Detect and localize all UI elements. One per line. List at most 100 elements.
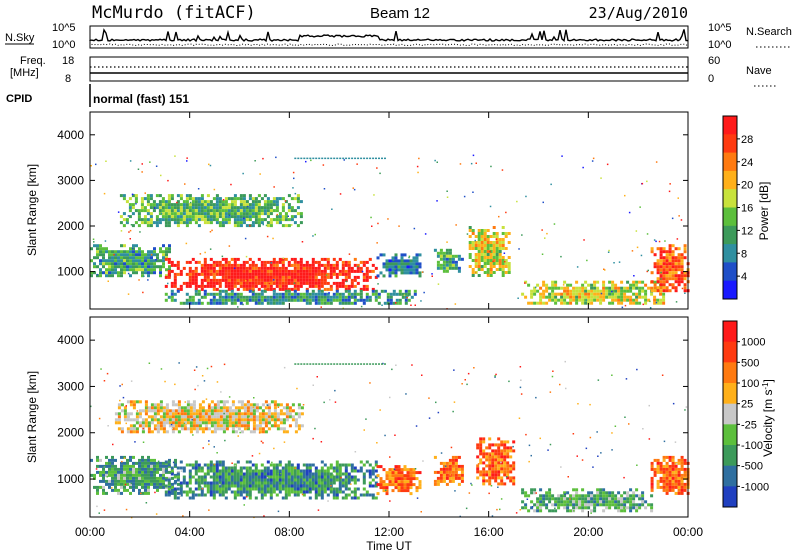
- velocity-cell: [233, 472, 237, 476]
- power-cell: [320, 284, 324, 288]
- power-cell: [230, 209, 234, 213]
- velocity-cell: [263, 475, 267, 479]
- power-cell: [230, 275, 234, 279]
- power-cell: [272, 292, 276, 296]
- velocity-cell: [314, 490, 318, 494]
- velocity-cell: [291, 415, 295, 419]
- velocity-noise-point: [164, 380, 166, 383]
- velocity-cell: [255, 418, 259, 422]
- velocity-cell: [578, 503, 582, 507]
- velocity-cell: [503, 446, 507, 450]
- power-cell: [281, 287, 285, 291]
- power-cell: [266, 298, 270, 302]
- power-cell: [329, 295, 333, 299]
- power-cell: [278, 295, 282, 299]
- velocity-cell: [191, 496, 195, 500]
- velocity-cell: [632, 506, 636, 510]
- power-cell: [480, 256, 484, 259]
- power-cell: [659, 298, 663, 302]
- velocity-cell: [132, 406, 136, 410]
- power-noise-point: [660, 278, 662, 280]
- velocity-cell: [272, 487, 276, 491]
- velocity-cell: [201, 421, 205, 425]
- velocity-cell: [320, 487, 324, 491]
- velocity-cell: [674, 476, 678, 480]
- velocity-cell: [269, 496, 273, 500]
- power-cell: [269, 224, 273, 228]
- velocity-cell: [281, 472, 285, 476]
- velocity-cell: [153, 458, 156, 462]
- power-cell: [617, 292, 621, 296]
- power-cell: [215, 292, 219, 296]
- power-cell: [650, 286, 654, 290]
- velocity-cell: [308, 484, 312, 488]
- velocity-cell: [497, 452, 501, 456]
- velocity-noise-point: [490, 485, 493, 487]
- power-cell: [359, 269, 363, 273]
- power-cell: [221, 221, 225, 225]
- velocity-cell: [135, 470, 138, 474]
- velocity-cell: [227, 484, 231, 488]
- velocity-cell: [243, 409, 247, 413]
- power-cell: [296, 281, 300, 285]
- power-cell: [150, 265, 153, 269]
- power-cell: [245, 224, 249, 228]
- velocity-range-dot: [312, 363, 315, 365]
- power-cell: [179, 197, 183, 201]
- power-cell: [275, 260, 279, 264]
- velocity-cell: [391, 489, 395, 493]
- power-cell: [170, 295, 174, 299]
- velocity-cell: [542, 494, 546, 498]
- power-cell: [257, 292, 261, 296]
- velocity-cell: [680, 482, 684, 486]
- velocity-cell: [221, 469, 225, 473]
- power-cell: [230, 278, 234, 282]
- power-cell: [159, 259, 162, 263]
- power-cell: [575, 298, 579, 302]
- velocity-cell: [350, 496, 354, 500]
- velocity-cell: [224, 496, 228, 500]
- power-cell: [659, 250, 663, 254]
- velocity-cell: [219, 400, 223, 404]
- power-cell: [168, 244, 171, 248]
- power-cell: [477, 241, 481, 244]
- power-cell: [400, 271, 404, 275]
- power-colorbar-segment: [723, 116, 737, 135]
- velocity-cell: [114, 473, 117, 477]
- power-cell: [575, 286, 579, 290]
- power-cell: [111, 250, 114, 254]
- velocity-cell: [216, 424, 220, 428]
- power-cell: [185, 212, 189, 216]
- power-cell: [305, 269, 309, 273]
- velocity-cell: [156, 430, 160, 434]
- velocity-cell: [237, 412, 241, 416]
- velocity-cell: [460, 464, 464, 468]
- power-cell: [212, 272, 216, 276]
- velocity-cell: [617, 491, 621, 495]
- power-cell: [137, 218, 141, 222]
- velocity-cell: [368, 463, 372, 467]
- velocity-cell: [350, 475, 354, 479]
- power-cell: [296, 263, 300, 267]
- power-colorbar-tick-label: 16: [741, 203, 753, 215]
- velocity-cell: [418, 480, 422, 484]
- power-cell: [335, 272, 339, 276]
- velocity-cell: [159, 400, 163, 404]
- velocity-cell: [338, 478, 342, 482]
- velocity-cell: [162, 461, 165, 465]
- velocity-cell: [159, 427, 163, 431]
- velocity-cell: [320, 460, 324, 464]
- power-cell: [123, 253, 126, 257]
- power-cell: [212, 278, 216, 282]
- velocity-cell: [197, 463, 201, 467]
- power-noise-point: [252, 289, 254, 291]
- power-cell: [221, 269, 225, 273]
- velocity-noise-point: [182, 515, 184, 517]
- velocity-cell: [222, 409, 226, 413]
- velocity-cell: [575, 500, 579, 504]
- power-cell: [90, 247, 93, 251]
- power-cell: [578, 289, 582, 293]
- velocity-cell: [234, 421, 238, 425]
- power-cell: [371, 287, 375, 291]
- power-cell: [394, 253, 398, 257]
